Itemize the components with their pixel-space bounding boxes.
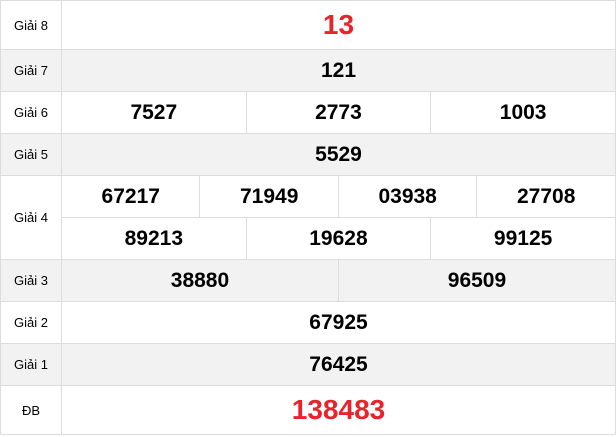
prize-number: 19628 [245,217,432,260]
prize-row-1: Giải 1 76425 [0,343,616,386]
prize-number: 67925 [61,301,616,344]
prize-label: Giải 6 [0,91,62,134]
prize-row-2: Giải 2 67925 [0,301,616,344]
prize-label: Giải 8 [0,0,62,50]
prize-number: 7527 [61,91,247,134]
prize-label: Giải 3 [0,259,62,302]
prize-row-special: ĐB 138483 [0,385,616,435]
prize-label: Giải 1 [0,343,62,386]
prize-number: 27708 [476,175,616,218]
prize-number: 13 [61,0,616,50]
prize-number: 67217 [60,175,201,218]
prize-number: 5529 [61,133,616,176]
prize-row-4b: 89213 19628 99125 [1,217,616,260]
prize-row-7: Giải 7 121 [0,49,616,92]
prize-label: ĐB [0,385,62,435]
prize-number: 96509 [337,259,616,302]
prize-number: 138483 [61,385,616,435]
prize-row-5: Giải 5 5529 [0,133,616,176]
prize-label: Giải 7 [0,49,62,92]
prize-label: Giải 5 [0,133,62,176]
prize-number: 03938 [337,175,478,218]
prize-row-3: Giải 3 38880 96509 [0,259,616,302]
prize-number: 89213 [61,217,247,260]
prize-label: Giải 4 [0,175,62,260]
prize-number: 121 [61,49,616,92]
prize-number: 76425 [61,343,616,386]
prize-row-6: Giải 6 7527 2773 1003 [0,91,616,134]
prize-number: 38880 [61,259,339,302]
prize-row-8: Giải 8 13 [0,0,616,50]
prize-number: 1003 [430,91,616,134]
prize-number: 71949 [199,175,339,218]
prize-label: Giải 2 [0,301,62,344]
prize-row-4: Giải 4 67217 71949 03938 27708 [0,175,616,260]
prize-number: 2773 [245,91,432,134]
prize-number: 99125 [430,217,616,260]
